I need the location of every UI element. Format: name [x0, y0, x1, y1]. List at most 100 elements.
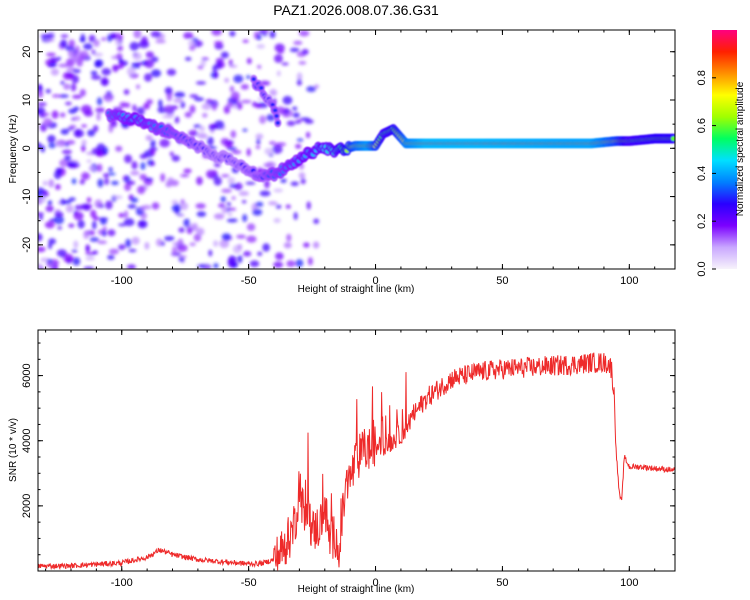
heat-cell [161, 115, 173, 119]
heat-cell [240, 84, 249, 90]
heat-cell [306, 86, 317, 93]
spectrogram-xtick-label: -100 [111, 275, 133, 287]
heat-cell [79, 89, 86, 97]
heat-cell [264, 179, 270, 189]
snr-frame [37, 329, 676, 572]
heat-cell [60, 34, 69, 38]
heat-cell [164, 235, 175, 241]
heat-cell [218, 203, 226, 208]
heat-cell [88, 34, 96, 43]
heat-cell [256, 44, 266, 49]
heat-cell [158, 99, 163, 108]
heat-cell [188, 129, 199, 137]
heat-cell [193, 124, 202, 129]
heat-cell [140, 36, 148, 45]
heat-cell [177, 213, 185, 217]
heat-cell [186, 227, 193, 235]
spectrogram-xtick-label: -50 [241, 275, 257, 287]
heat-cell [63, 253, 74, 263]
heat-cell [123, 89, 130, 95]
heat-cell [201, 57, 209, 61]
heat-cell [131, 161, 138, 170]
heat-cell [184, 56, 192, 61]
heat-cell [122, 175, 128, 180]
heat-cell [66, 161, 76, 168]
heat-cell [169, 151, 174, 157]
spectrogram-xtick-label: 100 [620, 275, 638, 287]
heat-cell [230, 130, 237, 139]
spectrogram-ytick-label: -20 [21, 237, 33, 253]
heat-cell [173, 98, 184, 104]
heat-cell [85, 244, 90, 253]
heat-cell [81, 172, 90, 180]
heat-cell [166, 177, 175, 186]
heat-cell [273, 261, 284, 268]
heat-cell [69, 124, 77, 129]
secondary-ridge-mark-core [251, 77, 256, 82]
heat-cell [246, 148, 251, 157]
heat-cell [45, 205, 54, 212]
heat-cell [38, 195, 46, 204]
heat-cell [125, 238, 132, 248]
heat-cell [188, 45, 196, 51]
heat-cell [227, 146, 237, 151]
heat-cell [257, 251, 263, 256]
heat-cell [140, 205, 146, 211]
heat-cell [275, 252, 284, 261]
heat-cell [171, 203, 182, 213]
heat-cell [108, 248, 120, 255]
heat-cell [117, 45, 123, 52]
heat-cell [107, 172, 116, 176]
heat-cell [304, 119, 314, 124]
heat-cell [306, 201, 311, 210]
heat-cell [96, 97, 103, 106]
heat-cell [73, 106, 80, 112]
heat-cell [68, 197, 76, 202]
heat-cell [73, 116, 81, 121]
heat-cell [214, 61, 223, 70]
heat-cell [126, 180, 136, 186]
heat-cell [72, 69, 81, 74]
heat-cell [101, 68, 112, 76]
heat-cell [189, 105, 196, 114]
snr-plot-area [38, 330, 675, 571]
colorbar-label: Normalized spectral amplitude [735, 81, 746, 216]
heat-cell [72, 257, 81, 266]
heat-cell [160, 173, 166, 182]
heat-cell [164, 86, 173, 95]
heat-cell [258, 96, 263, 101]
heat-cell [259, 115, 267, 124]
heat-cell [79, 38, 86, 42]
heat-cell [195, 203, 206, 209]
heat-cell [313, 218, 320, 224]
heat-cell [145, 51, 155, 59]
heat-cell [38, 83, 43, 91]
heat-cell [236, 234, 246, 239]
heat-cell [295, 144, 302, 149]
heat-cell [46, 52, 56, 57]
colorbar-tick-label: 0.4 [696, 166, 708, 181]
heat-cell [88, 165, 96, 172]
heat-cell [54, 183, 61, 191]
heat-cell [75, 128, 81, 138]
heat-cell [73, 240, 79, 249]
heat-cell [263, 162, 274, 168]
heat-cell [60, 39, 68, 49]
heat-cell [298, 60, 307, 65]
heat-cell [242, 39, 249, 43]
heat-cell [280, 178, 287, 184]
heat-cell [90, 75, 102, 80]
heat-cell [38, 142, 42, 150]
heat-cell [113, 195, 123, 200]
heat-cell [124, 210, 129, 219]
heat-cell [123, 218, 135, 227]
heat-cell [130, 170, 140, 176]
heat-cell [38, 106, 46, 115]
heat-cell [94, 199, 103, 209]
heat-cell [96, 143, 106, 152]
heat-cell [295, 259, 304, 268]
heat-cell [289, 47, 300, 53]
heat-cell [179, 202, 189, 211]
heat-cell [180, 101, 186, 109]
heat-cell [115, 39, 121, 46]
